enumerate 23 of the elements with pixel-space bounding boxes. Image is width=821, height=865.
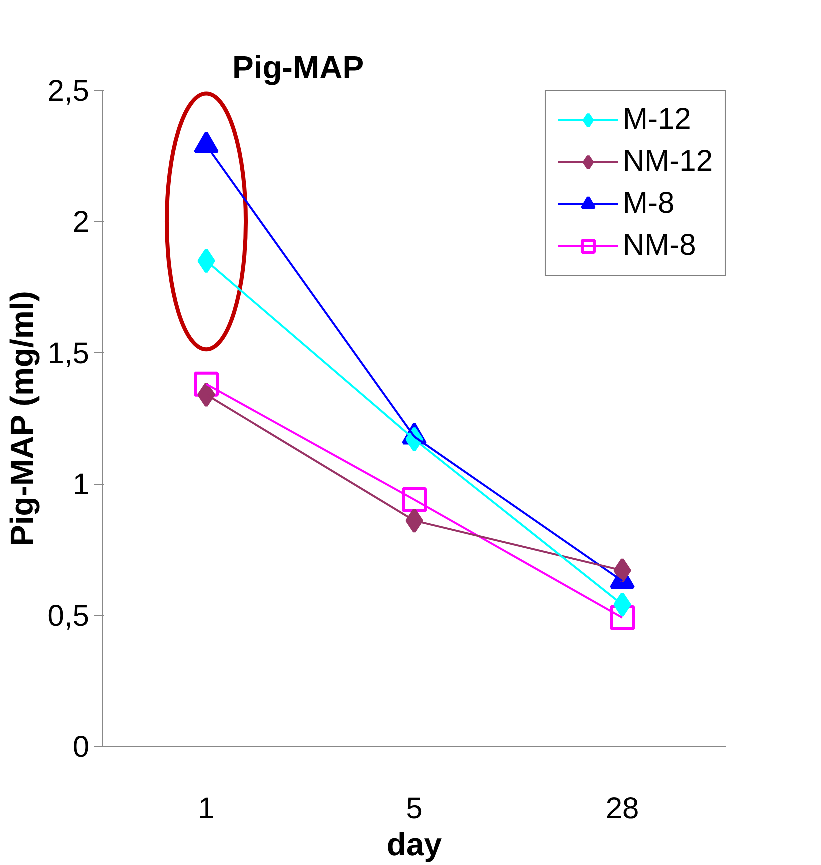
- y-tick-label: 1,5: [48, 337, 90, 370]
- point: [194, 372, 219, 397]
- legend-label: M-12: [622, 103, 692, 137]
- point: [198, 248, 216, 274]
- point: [610, 605, 635, 630]
- x-tick-label: 5: [406, 792, 423, 826]
- legend-label: NM-8: [622, 229, 696, 263]
- x-axis-title: day: [386, 826, 442, 862]
- y-axis-title: Pig-MAP (mg/ml): [4, 291, 40, 546]
- legend-label: M-8: [622, 187, 675, 221]
- legend-label: NM-12: [622, 145, 713, 179]
- chart-title: Pig-MAP: [232, 50, 364, 86]
- point: [198, 382, 216, 408]
- y-tick-label: 0: [72, 731, 90, 764]
- y-tick-label: 2: [72, 206, 90, 240]
- x-tick-label: 28: [606, 792, 640, 826]
- point: [402, 487, 427, 512]
- y-tick-label: 2,5: [48, 75, 90, 108]
- y-tick-label: 1: [72, 468, 90, 502]
- x-tick-label: 1: [198, 792, 215, 826]
- point: [614, 592, 632, 618]
- y-tick-label: 0,5: [48, 600, 90, 633]
- point: [614, 558, 632, 584]
